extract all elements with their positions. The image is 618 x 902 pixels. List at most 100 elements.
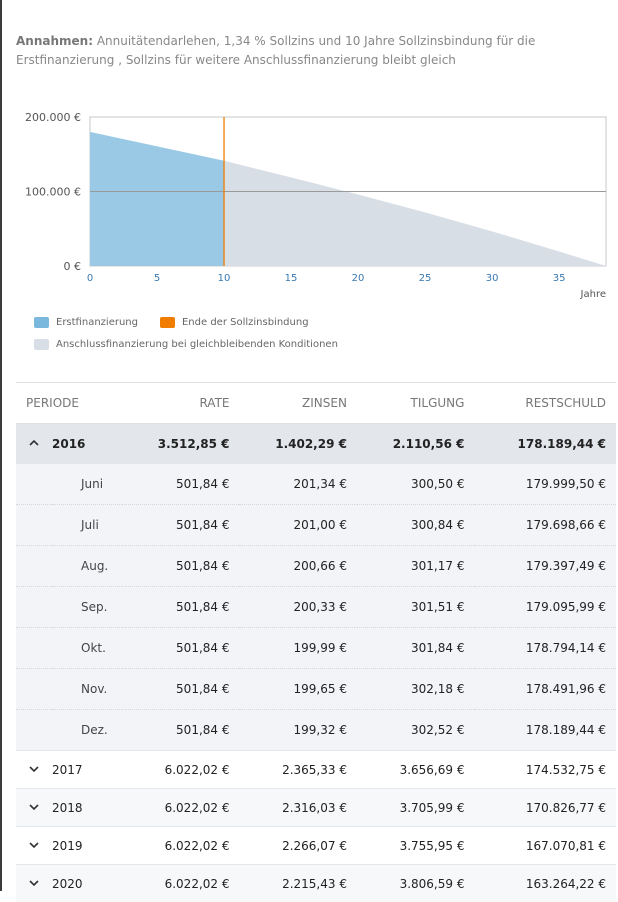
chevron-down-icon [29,764,39,774]
chart-legend: Erstfinanzierung Ende der Sollzinsbindun… [34,311,360,355]
legend-swatch [34,339,49,350]
chevron-down-icon [29,840,39,850]
repayment-schedule-table: PERIODE RATE ZINSEN TILGUNG RESTSCHULD 2… [16,382,616,902]
cell-zinsen: 2.316,03 € [239,789,356,827]
cell-rate: 501,84 € [122,628,239,669]
cell-zinsen: 201,00 € [239,505,356,546]
cell-rate: 501,84 € [122,505,239,546]
cell-restschuld: 174.532,75 € [474,751,616,789]
cell-rate: 501,84 € [122,587,239,628]
table-row-year-2019[interactable]: 2019 6.022,02 € 2.266,07 € 3.755,95 € 16… [16,827,616,865]
x-tick-label: 25 [419,273,432,284]
cell-restschuld: 178.189,44 € [474,424,616,465]
expand-toggle[interactable] [16,751,52,789]
cell-period: Aug. [16,546,122,587]
cell-zinsen: 199,65 € [239,669,356,710]
header-tilgung: TILGUNG [357,383,474,424]
cell-rate: 501,84 € [122,546,239,587]
cell-rate: 6.022,02 € [122,865,239,902]
header-restschuld: RESTSCHULD [474,383,616,424]
x-tick-label: 15 [285,273,298,284]
cell-tilgung: 3.755,95 € [357,827,474,865]
table-row-year-2018[interactable]: 2018 6.022,02 € 2.316,03 € 3.705,99 € 17… [16,789,616,827]
header-rate: RATE [122,383,239,424]
x-tick-label: 30 [486,273,499,284]
cell-year: 2019 [52,827,122,865]
cell-restschuld: 167.070,81 € [474,827,616,865]
cell-period: Okt. [16,628,122,669]
cell-rate: 501,84 € [122,464,239,505]
cell-tilgung: 3.806,59 € [357,865,474,902]
cell-tilgung: 3.705,99 € [357,789,474,827]
cell-restschuld: 179.999,50 € [474,464,616,505]
table-row-month: Aug. 501,84 € 200,66 € 301,17 € 179.397,… [16,546,616,587]
cell-restschuld: 179.397,49 € [474,546,616,587]
cell-zinsen: 199,32 € [239,710,356,751]
assumptions-text: Annahmen: Annuitätendarlehen, 1,34 % Sol… [16,32,606,70]
table-row-year-2020[interactable]: 2020 6.022,02 € 2.215,43 € 3.806,59 € 16… [16,865,616,902]
cell-restschuld: 178.794,14 € [474,628,616,669]
x-tick-label: 10 [218,273,231,284]
legend-label: Ende der Sollzinsbindung [182,317,309,328]
expand-toggle[interactable] [16,827,52,865]
cell-rate: 6.022,02 € [122,751,239,789]
legend-label: Erstfinanzierung [56,317,138,328]
table-row-month: Dez. 501,84 € 199,32 € 302,52 € 178.189,… [16,710,616,751]
table-row-year-2017[interactable]: 2017 6.022,02 € 2.365,33 € 3.656,69 € 17… [16,751,616,789]
table-row-year-2016[interactable]: 2016 3.512,85 € 1.402,29 € 2.110,56 € 17… [16,424,616,465]
legend-item-erstfinanzierung[interactable]: Erstfinanzierung [34,314,138,330]
cell-zinsen: 200,33 € [239,587,356,628]
legend-swatch [160,317,175,328]
cell-restschuld: 170.826,77 € [474,789,616,827]
x-tick-label: 35 [553,273,566,284]
cell-period: Juni [16,464,122,505]
assumptions-label: Annahmen: [16,34,93,48]
cell-restschuld: 179.698,66 € [474,505,616,546]
cell-zinsen: 200,66 € [239,546,356,587]
cell-tilgung: 300,84 € [357,505,474,546]
legend-swatch [34,317,49,328]
cell-period: Sep. [16,587,122,628]
cell-restschuld: 178.189,44 € [474,710,616,751]
chevron-up-icon [29,438,39,448]
cell-tilgung: 301,17 € [357,546,474,587]
cell-zinsen: 199,99 € [239,628,356,669]
header-periode: PERIODE [16,383,122,424]
y-tick-label: 0 € [64,260,82,273]
assumptions-body: Annuitätendarlehen, 1,34 % Sollzins und … [16,34,535,67]
cell-rate: 6.022,02 € [122,789,239,827]
expand-toggle[interactable] [16,789,52,827]
cell-tilgung: 2.110,56 € [357,424,474,465]
cell-restschuld: 178.491,96 € [474,669,616,710]
cell-zinsen: 201,34 € [239,464,356,505]
legend-item-ende-sollzinsbindung[interactable]: Ende der Sollzinsbindung [160,314,309,330]
x-unit-label: Jahre [580,289,606,300]
cell-rate: 3.512,85 € [122,424,239,465]
table-row-month: Sep. 501,84 € 200,33 € 301,51 € 179.095,… [16,587,616,628]
cell-rate: 6.022,02 € [122,827,239,865]
cell-tilgung: 301,84 € [357,628,474,669]
table-row-month: Juli 501,84 € 201,00 € 300,84 € 179.698,… [16,505,616,546]
cell-period: Dez. [16,710,122,751]
table-row-month: Nov. 501,84 € 199,65 € 302,18 € 178.491,… [16,669,616,710]
expand-toggle[interactable] [16,865,52,902]
legend-item-anschlussfinanzierung[interactable]: Anschlussfinanzierung bei gleichbleibend… [34,336,338,352]
cell-tilgung: 300,50 € [357,464,474,505]
cell-zinsen: 2.215,43 € [239,865,356,902]
header-zinsen: ZINSEN [239,383,356,424]
cell-period: Nov. [16,669,122,710]
cell-year: 2018 [52,789,122,827]
y-tick-label: 200.000 € [25,111,81,124]
x-tick-label: 20 [352,273,365,284]
chevron-down-icon [29,802,39,812]
cell-tilgung: 301,51 € [357,587,474,628]
cell-year: 2017 [52,751,122,789]
cell-restschuld: 163.264,22 € [474,865,616,902]
cell-restschuld: 179.095,99 € [474,587,616,628]
x-tick-label: 0 [87,273,93,284]
chevron-down-icon [29,878,39,888]
x-tick-label: 5 [154,273,160,284]
collapse-toggle[interactable] [16,424,52,465]
